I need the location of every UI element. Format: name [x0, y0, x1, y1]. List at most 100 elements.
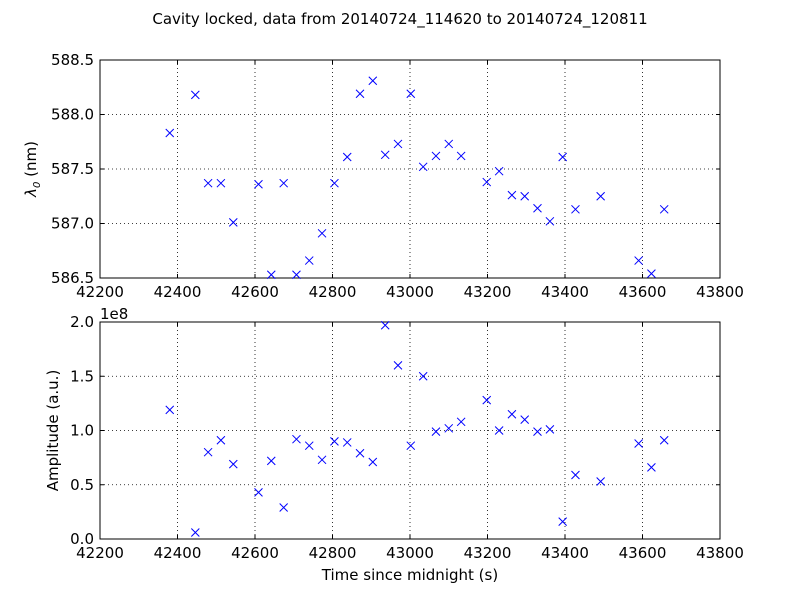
panel1-data-point — [596, 191, 606, 201]
panel1-data-point — [571, 204, 580, 214]
panel2-x-tick-label: 43000 — [386, 544, 434, 562]
panel1-data-point — [494, 166, 504, 176]
panel2-data-point — [190, 528, 200, 537]
panel1-data-point — [254, 179, 263, 189]
panel1-data-point — [431, 151, 441, 161]
panel2-data-point — [368, 457, 378, 467]
panel2-data-point — [203, 447, 213, 457]
panel2-offset-label: 1e8 — [100, 305, 128, 323]
panel1-data-point — [266, 270, 276, 280]
panel1-y-axis-label: λ0 (nm) — [22, 141, 43, 198]
panel1-data-point — [444, 139, 454, 149]
panel2-y-tick-label: 0.0 — [70, 530, 94, 548]
panel2-data-point — [254, 487, 263, 497]
panel2-data-point — [266, 456, 276, 466]
panel1-data-point — [406, 89, 416, 99]
panel1-data-point — [659, 204, 669, 214]
panel2-data-point — [380, 320, 390, 330]
panel2-data-point — [533, 427, 542, 436]
panel2-data-point — [165, 405, 175, 415]
panel1-data-point — [533, 203, 542, 213]
panel1-data-point — [647, 269, 656, 278]
panel1-data-point — [228, 218, 238, 227]
panel1-data-point — [380, 150, 390, 160]
chart-title: Cavity locked, data from 20140724_114620… — [152, 10, 647, 29]
panel2-data-point — [228, 459, 238, 469]
panel1-data-point — [292, 270, 301, 280]
panel1-x-tick-label: 43800 — [696, 283, 744, 301]
panel1-data-point — [456, 151, 466, 161]
panel2-x-tick-label: 42800 — [309, 544, 357, 562]
panel1-data-point — [190, 90, 200, 100]
panel1-data-point — [368, 76, 378, 86]
panel2-x-tick-label: 43600 — [619, 544, 667, 562]
panel2-x-tick-label: 42400 — [154, 544, 202, 562]
panel2-data-point — [596, 477, 606, 486]
panel2-data-point — [330, 436, 339, 446]
panel2-data-point — [494, 426, 504, 435]
panel1-data-point — [634, 256, 643, 265]
panel1-x-tick-label: 43000 — [386, 283, 434, 301]
panel2-data-point — [520, 415, 530, 425]
panel2-x-tick-label: 43400 — [541, 544, 589, 562]
panel2-data-point — [304, 441, 314, 451]
panel1-data-point — [203, 178, 213, 188]
panel1-data-point — [304, 256, 314, 265]
panel1-x-tick-label: 43600 — [619, 283, 667, 301]
panel1-data-point — [418, 162, 428, 172]
panel2-data-point — [418, 371, 428, 381]
panel1-x-tick-label: 42200 — [76, 283, 124, 301]
panel2-data-point — [634, 439, 643, 448]
panel1-x-tick-label: 42800 — [309, 283, 357, 301]
panel1-y-tick-label: 586.5 — [51, 269, 94, 287]
panel2-data-point — [279, 503, 289, 512]
panel2-data-point — [507, 409, 517, 419]
panel1-x-tick-label: 43200 — [464, 283, 512, 301]
panel2-data-point — [571, 470, 580, 480]
panel1-x-tick-label: 42400 — [154, 283, 202, 301]
panel1-data-point — [165, 128, 175, 138]
panel2-x-tick-label: 43800 — [696, 544, 744, 562]
panel1-data-point — [507, 190, 517, 200]
panel2-data-point — [558, 517, 568, 526]
panel1-data-point — [317, 228, 327, 238]
panel1-data-point — [279, 178, 289, 188]
panel2-y-tick-label: 0.5 — [70, 476, 94, 494]
panel2-data-point — [431, 427, 441, 436]
panel2-data-point — [545, 425, 555, 434]
panel2-data-point — [355, 448, 365, 458]
panel1-data-point — [393, 139, 403, 149]
panel2-data-point — [342, 438, 352, 447]
panel1-data-point — [216, 178, 226, 188]
panel2-data-point — [482, 395, 492, 405]
panel2-data-point — [456, 417, 466, 427]
panel1-data-point — [330, 178, 339, 188]
panel1-data-point — [520, 191, 530, 201]
panel2-x-tick-label: 42200 — [76, 544, 124, 562]
panel2-axes-frame — [99, 321, 721, 540]
panel2-y-tick-label: 1.5 — [70, 367, 94, 385]
panel1-y-tick-label: 587.5 — [51, 160, 94, 178]
panel1-data-point — [558, 152, 568, 162]
panel2-x-tick-label: 42600 — [231, 544, 279, 562]
panel1-data-point — [342, 152, 352, 162]
panel2-data-point — [444, 423, 454, 433]
panel2-data-point — [216, 435, 226, 445]
panel2-data-point — [659, 435, 669, 445]
panel2-y-axis-label: Amplitude (a.u.) — [44, 370, 62, 492]
panel1-y-tick-label: 588.0 — [51, 106, 94, 124]
panel1-y-tick-label: 587.0 — [51, 215, 94, 233]
panel1-data-point — [482, 177, 492, 187]
panel2-y-tick-label: 2.0 — [70, 313, 94, 331]
panel2-data-point — [647, 463, 656, 472]
panel2-x-tick-label: 43200 — [464, 544, 512, 562]
panel1-data-point — [355, 89, 365, 99]
panel2-data-point — [406, 441, 416, 451]
panel2-x-axis-label: Time since midnight (s) — [321, 566, 498, 584]
panel1-axes-frame — [99, 59, 721, 279]
panel2-data-point — [317, 455, 327, 465]
panel1-x-tick-label: 42600 — [231, 283, 279, 301]
panel1-y-tick-label: 588.5 — [51, 51, 94, 69]
